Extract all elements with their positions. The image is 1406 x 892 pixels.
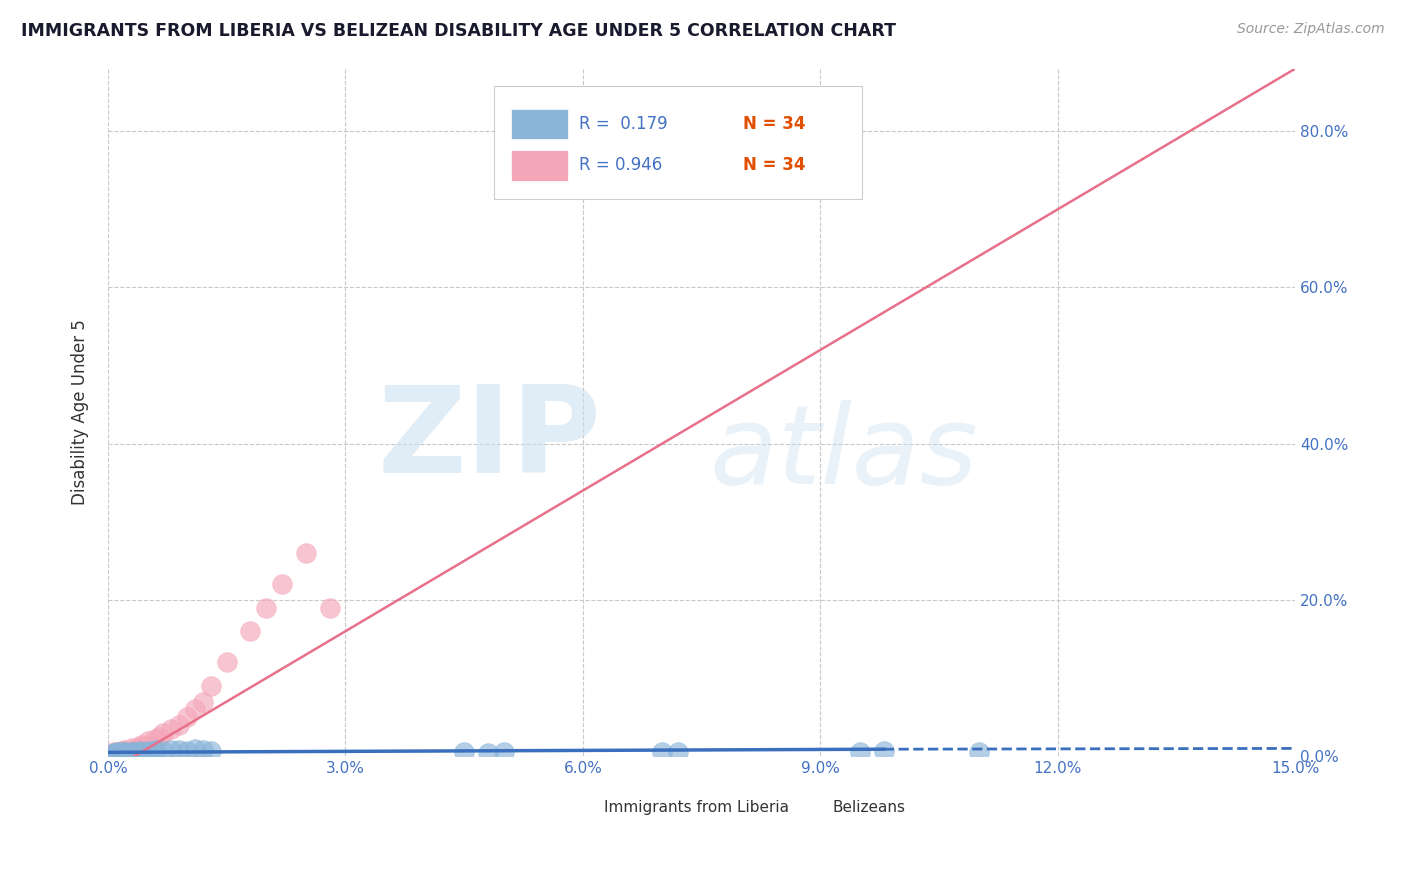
Text: ZIP: ZIP bbox=[377, 382, 600, 499]
Point bbox=[651, 745, 673, 759]
Point bbox=[271, 577, 294, 591]
Point bbox=[125, 742, 148, 756]
Point bbox=[114, 745, 136, 759]
Point bbox=[111, 745, 134, 759]
Point bbox=[191, 743, 214, 757]
FancyBboxPatch shape bbox=[510, 109, 568, 139]
Point bbox=[121, 743, 143, 757]
Point bbox=[117, 746, 139, 760]
Point bbox=[492, 745, 515, 759]
Point bbox=[136, 733, 159, 747]
Point bbox=[111, 744, 134, 758]
Point bbox=[103, 746, 125, 760]
Point bbox=[107, 745, 129, 759]
Point bbox=[160, 722, 183, 736]
Point bbox=[167, 718, 190, 732]
FancyBboxPatch shape bbox=[510, 151, 568, 180]
Y-axis label: Disability Age Under 5: Disability Age Under 5 bbox=[72, 319, 89, 505]
Point bbox=[160, 743, 183, 757]
Point bbox=[136, 738, 159, 752]
Point bbox=[117, 745, 139, 759]
Point bbox=[666, 178, 689, 193]
Point bbox=[145, 732, 167, 747]
Point bbox=[101, 747, 124, 761]
Text: Immigrants from Liberia: Immigrants from Liberia bbox=[605, 799, 789, 814]
Point bbox=[112, 745, 135, 759]
Point bbox=[184, 702, 207, 716]
Point bbox=[112, 746, 135, 760]
Point bbox=[121, 745, 143, 759]
Point bbox=[191, 694, 214, 708]
Text: IMMIGRANTS FROM LIBERIA VS BELIZEAN DISABILITY AGE UNDER 5 CORRELATION CHART: IMMIGRANTS FROM LIBERIA VS BELIZEAN DISA… bbox=[21, 22, 896, 40]
Point bbox=[318, 600, 340, 615]
Point bbox=[167, 743, 190, 757]
Point bbox=[112, 743, 135, 757]
Point bbox=[136, 744, 159, 758]
Text: Belizeans: Belizeans bbox=[832, 799, 905, 814]
Point bbox=[176, 744, 198, 758]
Point bbox=[101, 747, 124, 761]
Point bbox=[128, 745, 150, 759]
Point bbox=[239, 624, 262, 639]
Point bbox=[103, 745, 125, 759]
FancyBboxPatch shape bbox=[494, 86, 862, 199]
Point bbox=[612, 178, 634, 193]
Point bbox=[215, 656, 238, 670]
Point bbox=[128, 739, 150, 754]
Point bbox=[125, 745, 148, 759]
Point bbox=[145, 744, 167, 758]
Point bbox=[104, 747, 127, 761]
Point bbox=[666, 745, 689, 759]
Text: R =  0.179: R = 0.179 bbox=[579, 114, 668, 133]
Point bbox=[295, 546, 318, 560]
Text: Source: ZipAtlas.com: Source: ZipAtlas.com bbox=[1237, 22, 1385, 37]
Point bbox=[152, 726, 174, 740]
Point bbox=[128, 744, 150, 758]
Point bbox=[453, 745, 475, 759]
Point bbox=[148, 730, 170, 744]
Point bbox=[121, 741, 143, 756]
Point bbox=[849, 745, 872, 759]
Point bbox=[873, 744, 896, 758]
Text: atlas: atlas bbox=[710, 401, 979, 508]
FancyBboxPatch shape bbox=[785, 797, 828, 820]
Point bbox=[104, 746, 127, 760]
Text: N = 34: N = 34 bbox=[744, 156, 806, 174]
FancyBboxPatch shape bbox=[557, 797, 599, 820]
Point bbox=[108, 745, 131, 759]
Point bbox=[108, 746, 131, 760]
Point bbox=[200, 679, 222, 693]
Point bbox=[107, 745, 129, 759]
Point bbox=[967, 745, 990, 759]
Text: N = 34: N = 34 bbox=[744, 114, 806, 133]
Point bbox=[136, 745, 159, 759]
Point bbox=[176, 710, 198, 724]
Point bbox=[114, 744, 136, 758]
Point bbox=[200, 744, 222, 758]
Point bbox=[477, 746, 499, 760]
Point bbox=[152, 744, 174, 758]
Point bbox=[184, 742, 207, 756]
Point bbox=[254, 600, 277, 615]
Text: R = 0.946: R = 0.946 bbox=[579, 156, 662, 174]
Point bbox=[112, 745, 135, 759]
Point bbox=[129, 738, 152, 752]
Point bbox=[121, 745, 143, 759]
Point bbox=[145, 743, 167, 757]
